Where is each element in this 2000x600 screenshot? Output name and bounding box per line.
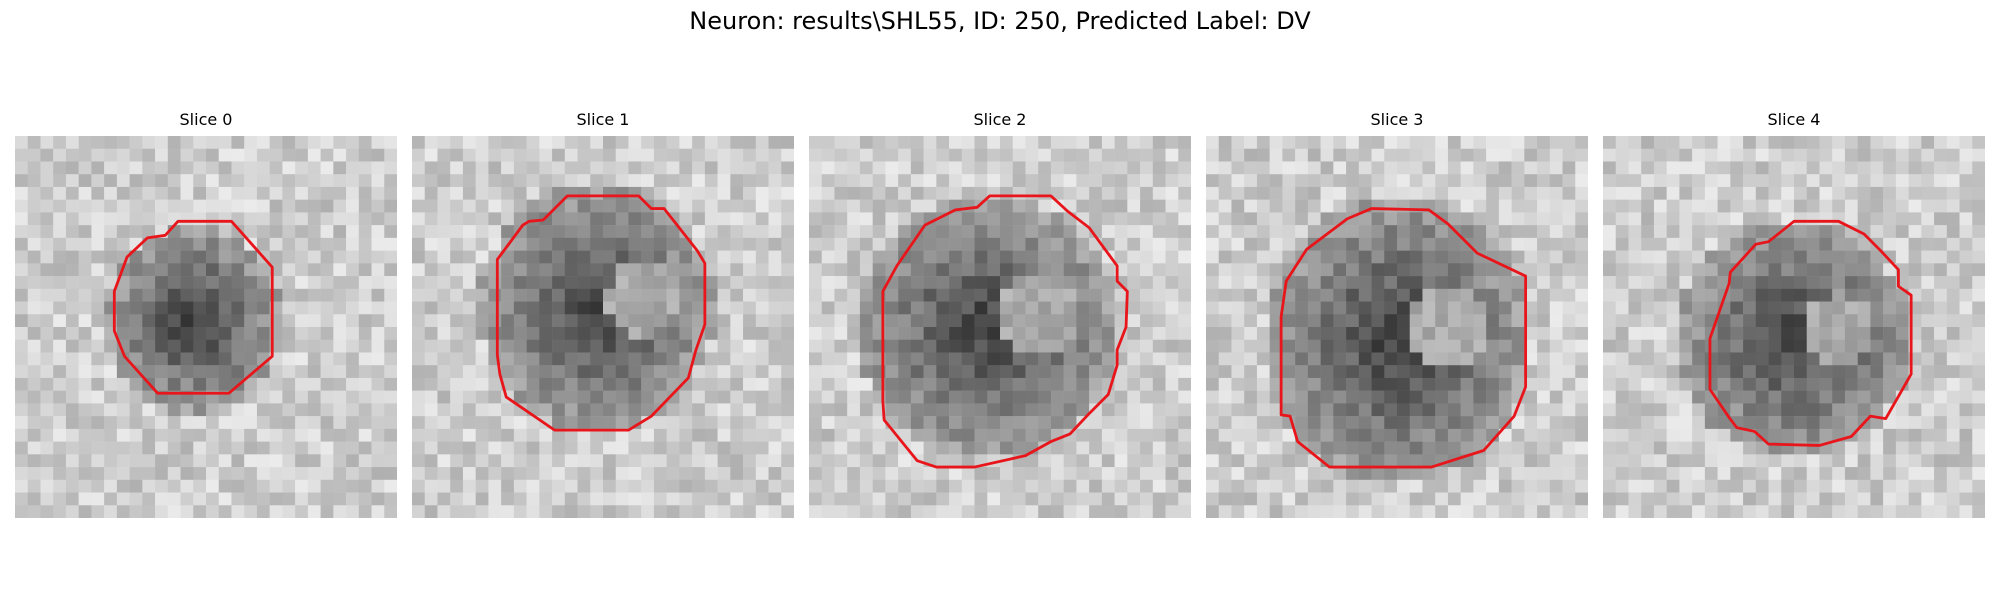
pixel-grid	[15, 136, 397, 518]
slice-image-4	[1603, 136, 1985, 518]
contour-outline	[1708, 219, 1913, 447]
slice-image-3	[1206, 136, 1588, 518]
pixel-grid	[1206, 136, 1588, 518]
slice-panel-4: Slice 4	[1603, 108, 1985, 518]
slice-panel-3: Slice 3	[1206, 108, 1588, 518]
slice-title-2: Slice 2	[973, 110, 1027, 129]
figure-title: Neuron: results\SHL55, ID: 250, Predicte…	[689, 7, 1311, 35]
slice-image-2	[809, 136, 1191, 518]
pixel-grid	[412, 136, 794, 518]
pixel-grid	[1603, 136, 1985, 518]
contour-outline	[1279, 207, 1528, 469]
contour-outline	[112, 219, 274, 395]
slice-image-0	[15, 136, 397, 518]
slice-title-4: Slice 4	[1767, 110, 1821, 129]
slice-panel-0: Slice 0	[15, 108, 397, 518]
contour-outline	[495, 194, 707, 432]
slice-title-3: Slice 3	[1370, 110, 1424, 129]
pixel-grid	[809, 136, 1191, 518]
contour-outline	[881, 194, 1129, 469]
slice-image-1	[412, 136, 794, 518]
slice-title-0: Slice 0	[179, 110, 233, 129]
slice-panel-1: Slice 1	[412, 108, 794, 518]
slice-panel-2: Slice 2	[809, 108, 1191, 518]
slice-title-1: Slice 1	[576, 110, 630, 129]
